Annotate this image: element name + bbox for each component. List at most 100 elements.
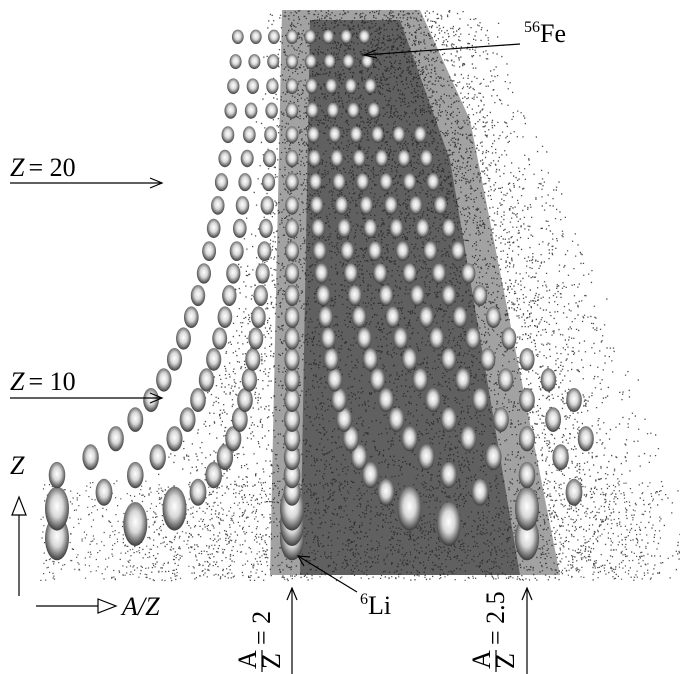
isotope-blob [284,263,300,284]
isotope-blob [285,126,299,144]
isotope-blob [465,327,481,350]
arrow-head [286,586,298,601]
isotope-blob [393,327,408,350]
isotope-blob [378,285,394,306]
value: = 2.5 [481,591,510,645]
isotope-blob [264,126,277,144]
isotope-blob [460,426,477,452]
isotope-blob [245,348,261,371]
isotope-blob [283,444,301,471]
isotope-blob [305,78,318,94]
isotope-blob [342,426,359,452]
isotope-blob [123,502,148,546]
isotope-blob [397,486,422,531]
isotope-blob [352,149,366,168]
isotope-blob [224,102,237,119]
isotope-blob [349,126,363,144]
mass-number: 56 [524,19,540,36]
isotope-blob [371,126,384,144]
isotope-blob [322,29,335,44]
isotope-blob [127,407,144,432]
isotope-blob [401,348,418,371]
isotope-blob [379,173,393,192]
isotope-blob [284,306,300,329]
z20-label: Z = 20 [10,153,76,182]
isotope-blob [377,478,395,506]
isotope-blob [284,407,300,432]
arrow-head [97,598,118,614]
isotope-blob [361,54,374,70]
isotope-blob [330,149,344,168]
isotope-blob [429,327,445,350]
isotope-blob [433,196,448,215]
isotope-blob [263,149,277,168]
isotope-blob [149,444,166,471]
isotope-blob [285,149,299,168]
isotope-blob [455,368,471,392]
isotope-blob [231,407,248,432]
isotope-blob [265,102,278,119]
isotope-blob [401,426,418,452]
isotope-blob [257,241,272,261]
isotope-blob [363,218,378,238]
isotope-blob [545,407,562,432]
li6-label: 6Li [360,591,391,620]
isotope-blob [540,368,557,392]
isotope-blob [328,126,342,144]
isotope-blob [425,388,441,412]
arrow-head [149,392,164,404]
variable: Z [10,153,25,182]
isotope-blob [248,327,264,350]
isotope-blob [415,218,430,238]
isotope-blob [334,196,349,215]
isotope-blob [485,444,502,471]
isotope-blob [412,368,428,392]
isotope-blob [486,306,501,329]
isotope-blob [285,78,299,94]
isotope-blob [246,78,259,94]
isotope-blob [408,196,423,215]
isotope-blob [229,241,244,261]
isotope-blob [259,218,273,238]
isotope-blob [190,285,206,306]
isotope-blob [362,348,378,371]
isotope-blob [48,461,66,489]
isotope-blob [410,285,425,306]
isotope-blob [285,102,299,119]
isotope-blob [212,327,228,350]
isotope-blob [285,241,299,261]
isotope-blob [327,368,343,392]
isotope-blob [326,102,340,119]
isotope-blob [347,285,362,306]
isotope-blob [331,388,347,412]
isotope-blob [436,502,461,546]
isotope-blob [284,368,300,392]
isotope-blob [397,149,411,168]
isotope-blob [323,348,339,371]
isotope-blob [413,126,427,144]
arrow-head [362,49,378,59]
isotope-blob [229,54,242,70]
value: = 2 [247,611,276,645]
isotope-blob [107,426,124,452]
isotope-blob [343,263,358,284]
az2-label: A Z = 2 [233,611,286,672]
isotope-blob [218,149,232,168]
isotope-blob [261,173,276,192]
isotope-blob [519,388,535,412]
isotope-blob [156,368,172,392]
isotope-blob [472,388,488,412]
isotope-blob [565,478,583,506]
isotope-blob [358,29,371,44]
isotope-blob [190,388,206,412]
isotope-blob [385,306,401,329]
isotope-blob [389,218,404,238]
isotope-blob [441,348,457,371]
isotope-blob [518,426,536,452]
isotope-blob [221,126,235,144]
isotope-blob [242,126,256,144]
isotope-blob [241,368,257,392]
isotope-blob [337,218,352,238]
isotope-blob [340,29,353,44]
isotope-blob [362,461,379,489]
